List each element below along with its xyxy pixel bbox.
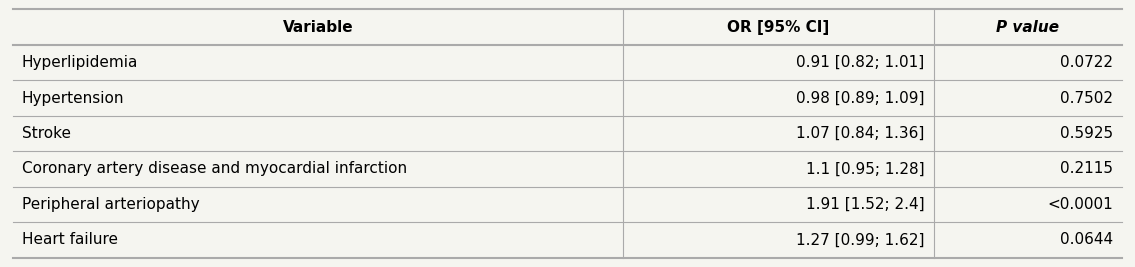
Text: Variable: Variable — [283, 19, 353, 34]
Text: 0.2115: 0.2115 — [1060, 162, 1113, 176]
Text: 0.0722: 0.0722 — [1060, 55, 1113, 70]
Text: Hyperlipidemia: Hyperlipidemia — [22, 55, 138, 70]
Text: Heart failure: Heart failure — [22, 233, 118, 248]
Text: Hypertension: Hypertension — [22, 91, 124, 105]
Text: 0.98 [0.89; 1.09]: 0.98 [0.89; 1.09] — [796, 91, 925, 105]
Text: OR [95% CI]: OR [95% CI] — [728, 19, 830, 34]
Text: 0.7502: 0.7502 — [1060, 91, 1113, 105]
Text: Peripheral arteriopathy: Peripheral arteriopathy — [22, 197, 200, 212]
Text: 1.27 [0.99; 1.62]: 1.27 [0.99; 1.62] — [796, 233, 925, 248]
Text: P value: P value — [997, 19, 1060, 34]
Text: 0.5925: 0.5925 — [1060, 126, 1113, 141]
Text: <0.0001: <0.0001 — [1048, 197, 1113, 212]
Text: 0.0644: 0.0644 — [1060, 233, 1113, 248]
Text: Coronary artery disease and myocardial infarction: Coronary artery disease and myocardial i… — [22, 162, 406, 176]
Text: 0.91 [0.82; 1.01]: 0.91 [0.82; 1.01] — [797, 55, 925, 70]
Text: Stroke: Stroke — [22, 126, 70, 141]
Text: 1.91 [1.52; 2.4]: 1.91 [1.52; 2.4] — [806, 197, 925, 212]
Text: 1.07 [0.84; 1.36]: 1.07 [0.84; 1.36] — [797, 126, 925, 141]
Text: 1.1 [0.95; 1.28]: 1.1 [0.95; 1.28] — [806, 162, 925, 176]
